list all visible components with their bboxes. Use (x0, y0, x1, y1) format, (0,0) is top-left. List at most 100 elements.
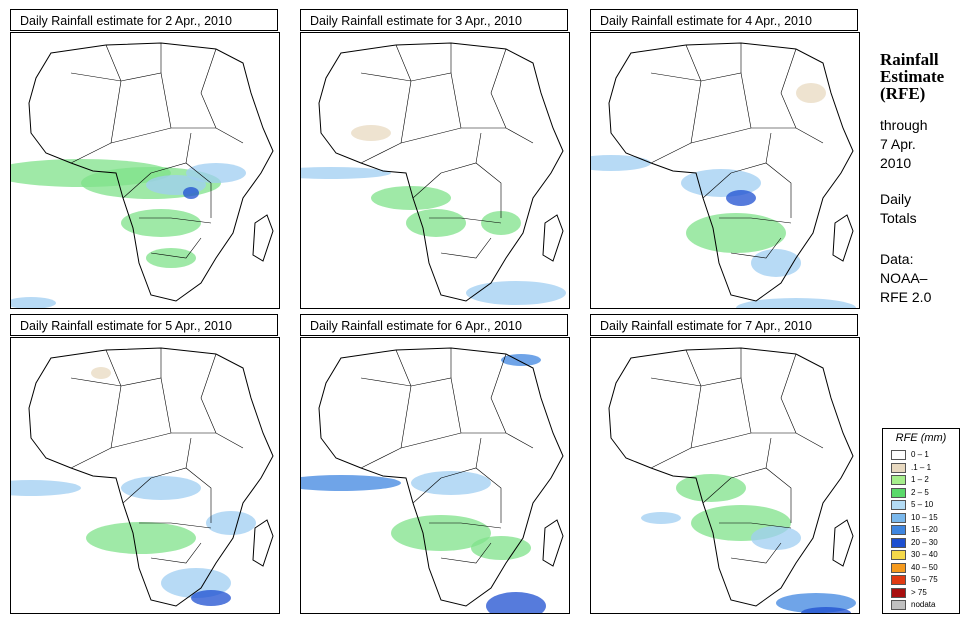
title-line: Estimate (880, 67, 945, 86)
country-border (70, 377, 172, 434)
legend-swatch (891, 537, 906, 548)
country-border (360, 377, 462, 434)
rainfall-patches (301, 354, 546, 613)
country-border (105, 44, 122, 144)
country-border (122, 477, 152, 504)
panel-title: Daily Rainfall estimate for 6 Apr., 2010 (300, 314, 568, 336)
country-border (150, 542, 202, 564)
rainfall-patch (501, 354, 541, 366)
africa-coastline (28, 347, 274, 607)
rainfall-patch (466, 281, 566, 305)
panel-title: Daily Rainfall estimate for 7 Apr., 2010 (590, 314, 858, 336)
rainfall-patch (301, 167, 391, 179)
rainfall-patch (686, 213, 786, 253)
rainfall-patch (406, 209, 466, 237)
legend-swatch (891, 512, 906, 523)
legend-item: 5 – 10 (891, 500, 957, 511)
legend-item: 40 – 50 (891, 562, 957, 574)
rainfall-patches (11, 159, 246, 308)
panel-title: Daily Rainfall estimate for 3 Apr., 2010 (300, 9, 568, 31)
legend-swatch (891, 475, 906, 485)
madagascar-outline (252, 214, 274, 262)
legend-swatch (891, 550, 906, 560)
country-border (70, 127, 244, 164)
country-border (650, 127, 824, 164)
country-border (150, 162, 212, 218)
legend-swatch (891, 587, 906, 598)
rainfall-patches (641, 474, 856, 613)
country-border (765, 132, 772, 164)
legend-swatch (891, 450, 906, 460)
country-border (719, 217, 792, 224)
country-border (440, 237, 492, 259)
madagascar-outline (252, 519, 274, 567)
rainfall-patch (146, 248, 196, 268)
panel-title: Daily Rainfall estimate for 5 Apr., 2010 (10, 314, 278, 336)
source-line: NOAA– (880, 270, 928, 286)
country-border (150, 467, 212, 523)
country-border (730, 162, 792, 218)
sidebar-source: Data: NOAA– RFE 2.0 (880, 250, 931, 307)
sidebar-totals: Daily Totals (880, 190, 917, 228)
country-border (780, 353, 797, 434)
country-border (780, 48, 797, 129)
country-border (650, 72, 752, 129)
rainfall-map (10, 337, 280, 614)
legend-label: 30 – 40 (911, 550, 938, 559)
rainfall-map (590, 32, 860, 309)
africa-coastline (608, 347, 854, 607)
country-border (719, 522, 792, 529)
rainfall-patch (121, 209, 201, 237)
title-line: Rainfall (880, 50, 939, 69)
rainfall-patch (471, 536, 531, 560)
title-line: (RFE) (880, 84, 926, 103)
country-border (490, 48, 507, 129)
legend-label: 15 – 20 (911, 525, 938, 534)
africa-coastline (318, 42, 564, 302)
rainfall-patch (391, 515, 491, 551)
country-border (730, 237, 782, 259)
country-border (702, 172, 732, 199)
country-border (475, 132, 482, 164)
country-border (650, 432, 824, 469)
country-border (685, 349, 702, 449)
legend-item: 20 – 30 (891, 537, 957, 549)
country-border (70, 72, 172, 129)
legend-label: 0 – 1 (911, 450, 929, 459)
country-border (429, 522, 502, 529)
date-line: 2010 (880, 155, 912, 171)
panel-title: Daily Rainfall estimate for 4 Apr., 2010 (590, 9, 858, 31)
legend-item: 2 – 5 (891, 487, 957, 499)
country-border (395, 44, 412, 144)
legend-swatch (891, 462, 906, 473)
map-panel-apr4: Daily Rainfall estimate for 4 Apr., 2010 (590, 9, 860, 309)
legend-item: 30 – 40 (891, 550, 957, 561)
sidebar-title: Rainfall Estimate (RFE) (880, 51, 944, 102)
rainfall-map (10, 32, 280, 309)
rainfall-map (300, 337, 570, 614)
legend-swatch (891, 562, 906, 573)
country-border (70, 432, 244, 469)
legend-item: nodata (891, 600, 957, 611)
country-border (765, 437, 772, 469)
country-border (139, 522, 212, 529)
rainfall-patch (801, 607, 851, 613)
legend-item: 0 – 1 (891, 450, 957, 461)
country-border (360, 432, 534, 469)
legend-label: 1 – 2 (911, 475, 929, 484)
country-border (185, 132, 192, 164)
legend-label: 20 – 30 (911, 537, 938, 547)
sidebar-through: through 7 Apr. 2010 (880, 116, 927, 173)
legend-item: .1 – 1 (891, 462, 957, 474)
country-border (475, 437, 482, 469)
legend-title: RFE (mm) (895, 432, 947, 444)
legend-item: > 75 (891, 587, 957, 599)
legend-swatch (891, 500, 906, 510)
map-panel-apr5: Daily Rainfall estimate for 5 Apr., 2010 (10, 314, 280, 614)
country-border (185, 437, 192, 469)
legend-swatch (891, 487, 906, 498)
rainfall-patch (591, 155, 651, 171)
country-border (200, 353, 217, 434)
country-border (440, 162, 502, 218)
country-border (650, 377, 752, 434)
